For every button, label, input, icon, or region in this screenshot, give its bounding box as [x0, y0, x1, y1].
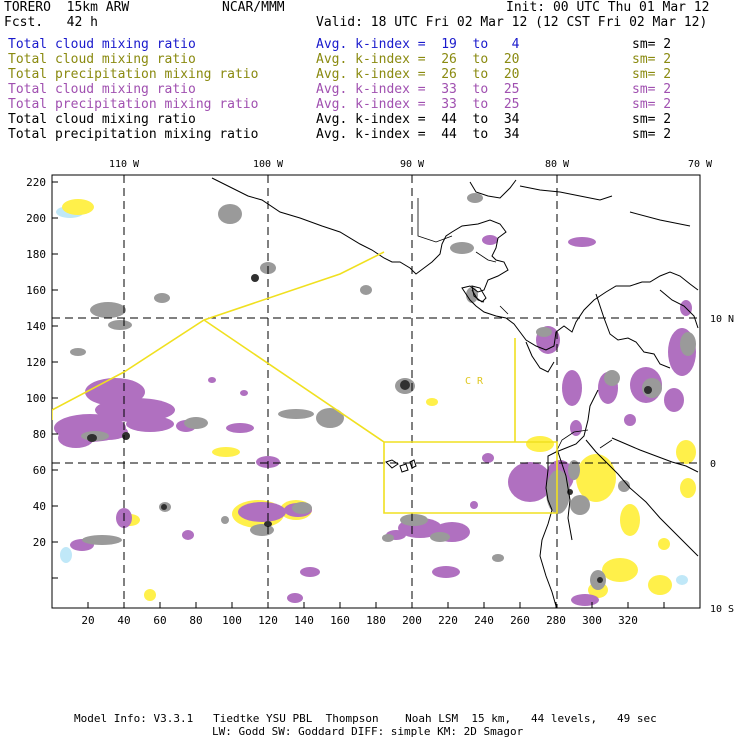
init-time: Init: 00 UTC Thu 01 Mar 12	[506, 0, 710, 15]
legend-kindex: Avg. k-index = 44 to 34	[316, 112, 520, 127]
valid-time: Valid: 18 UTC Fri 02 Mar 12 (12 CST Fri …	[316, 15, 708, 30]
x-tick-label: 300	[582, 614, 602, 627]
legend-kindex: Avg. k-index = 33 to 25	[316, 97, 520, 112]
lon-label: 90 W	[400, 159, 425, 170]
x-tick-label: 120	[258, 614, 278, 627]
y-tick-label: 200	[26, 212, 46, 225]
y-tick-label: 160	[26, 284, 46, 297]
physics-info-line: LW: Godd SW: Goddard DIFF: simple KM: 2D…	[212, 725, 524, 738]
latitude-labels: 10 N 0 10 S	[710, 314, 734, 615]
x-tick-label: 40	[117, 614, 130, 627]
grid-y-labels: 220 200 180 160 140 120 100 80 60 40 20	[26, 176, 46, 549]
y-tick-label: 140	[26, 320, 46, 333]
legend-sm: sm= 2	[632, 127, 672, 142]
grid-x-labels: 20 40 60 80 100 120 140 160 180 200 220 …	[81, 614, 638, 627]
lon-label: 100 W	[253, 159, 284, 170]
legend-sm: sm= 2	[632, 82, 672, 97]
lon-label: 110 W	[109, 159, 140, 170]
legend-kindex: Avg. k-index = 26 to 20	[316, 52, 520, 67]
legend-field: Total cloud mixing ratio	[8, 37, 196, 52]
y-tick-label: 180	[26, 248, 46, 261]
y-tick-label: 80	[33, 428, 46, 441]
graticule	[52, 175, 700, 608]
x-tick-label: 20	[81, 614, 94, 627]
lat-label: 10 N	[710, 314, 734, 325]
purple-cloud-patches	[54, 235, 696, 606]
legend-sm: sm= 2	[632, 37, 672, 52]
x-tick-label: 80	[189, 614, 202, 627]
region-boundaries	[52, 251, 558, 514]
y-tick-label: 220	[26, 176, 46, 189]
legend-field: Total precipitation mixing ratio	[8, 127, 259, 142]
model-info-line: Model Info: V3.3.1 Tiedtke YSU PBL Thomp…	[74, 712, 657, 725]
x-tick-label: 280	[546, 614, 566, 627]
frame-ticks	[52, 181, 665, 608]
legend-field: Total cloud mixing ratio	[8, 52, 196, 67]
x-tick-label: 180	[366, 614, 386, 627]
map-frame	[51, 174, 701, 609]
y-tick-label: 20	[33, 536, 46, 549]
y-tick-label: 40	[33, 500, 46, 513]
x-tick-label: 220	[438, 614, 458, 627]
y-tick-label: 100	[26, 392, 46, 405]
y-tick-label: 60	[33, 464, 46, 477]
longitude-labels: 110 W 100 W 90 W 80 W 70 W	[109, 159, 713, 170]
forecast-hour: Fcst. 42 h	[4, 15, 98, 30]
x-tick-label: 60	[153, 614, 166, 627]
x-tick-label: 160	[330, 614, 350, 627]
x-tick-label: 260	[510, 614, 530, 627]
legend-sm: sm= 2	[632, 52, 672, 67]
y-tick-label: 120	[26, 356, 46, 369]
organization-label: NCAR/MMM	[222, 0, 285, 15]
country-borders	[417, 198, 613, 453]
legend-sm: sm= 2	[632, 67, 672, 82]
lon-label: 80 W	[545, 159, 570, 170]
legend-field: Total cloud mixing ratio	[8, 112, 196, 127]
legend-kindex: Avg. k-index = 19 to 4	[316, 37, 520, 52]
legend-sm: sm= 2	[632, 112, 672, 127]
x-tick-label: 320	[618, 614, 638, 627]
x-tick-label: 100	[222, 614, 242, 627]
lon-label: 70 W	[688, 159, 713, 170]
legend-field: Total cloud mixing ratio	[8, 82, 196, 97]
x-tick-label: 140	[294, 614, 314, 627]
model-title: TORERO 15km ARW	[4, 0, 130, 15]
legend-field: Total precipitation mixing ratio	[8, 67, 259, 82]
lat-label: 10 S	[710, 604, 734, 615]
lat-label: 0	[710, 459, 716, 470]
x-tick-label: 200	[402, 614, 422, 627]
coastlines	[211, 177, 699, 607]
legend-sm: sm= 2	[632, 97, 672, 112]
legend-kindex: Avg. k-index = 26 to 20	[316, 67, 520, 82]
legend-kindex: Avg. k-index = 44 to 34	[316, 127, 520, 142]
legend-kindex: Avg. k-index = 33 to 25	[316, 82, 520, 97]
region-label: C R	[465, 376, 484, 387]
x-tick-label: 240	[474, 614, 494, 627]
legend-field: Total precipitation mixing ratio	[8, 97, 259, 112]
